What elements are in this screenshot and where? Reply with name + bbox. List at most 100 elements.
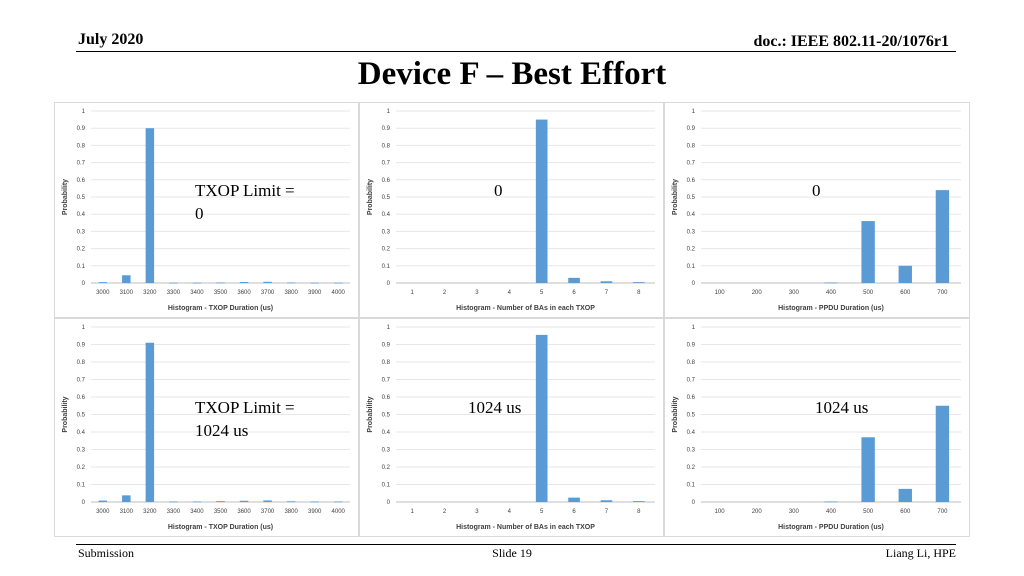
bar [98,282,108,283]
x-axis-title: Histogram - Number of BAs in each TXOP [456,305,595,312]
histogram-txop-duration-chart: 0 0.1 0.2 0.3 0.4 0.5 0.6 0.7 0.8 0.9 1 Probability… [62,325,350,531]
x-tick-label: 3800 [284,509,298,515]
y-tick-label: 0.1 [382,264,391,270]
bar [535,119,548,283]
bar [310,282,319,284]
x-tick-label: 400 [826,290,837,296]
y-tick-label: 0.5 [77,413,86,419]
y-tick-label: 0.5 [687,413,696,419]
x-tick-label: 3100 [120,509,134,515]
bar [263,281,272,283]
bar [263,500,272,502]
x-tick-label: 8 [637,509,641,515]
bar [333,282,343,284]
x-tick-label: 1 [411,290,415,296]
y-tick-label: 0.5 [77,195,86,201]
x-tick-label: 3500 [214,509,228,515]
y-tick-label: 0.2 [687,247,696,253]
y-tick-label: 0.6 [77,395,86,401]
overlay-line: 1024 us [468,398,522,417]
y-tick-label: 0.4 [382,212,391,218]
y-tick-label: 1 [82,109,86,115]
bar [632,501,645,502]
bar [310,501,319,503]
x-tick-label: 600 [900,290,911,296]
x-tick-label: 3700 [261,290,275,296]
y-tick-label: 0.4 [77,430,86,436]
chart-panel-txop-duration-limit-1024: 0 0.1 0.2 0.3 0.4 0.5 0.6 0.7 0.8 0.9 1 Probability… [54,318,359,537]
y-tick-label: 0.1 [382,483,391,489]
footer-submission: Submission [78,546,135,560]
y-axis-title: Probability [672,179,679,215]
y-tick-label: 0.6 [687,178,696,184]
footer-divider [76,544,956,545]
x-tick-label: 4000 [332,290,346,296]
y-tick-label: 0.4 [382,430,391,436]
bar [169,282,178,284]
x-axis-title: Histogram - TXOP Duration (us) [168,305,273,312]
y-tick-label: 0.6 [687,395,696,401]
bar [286,501,296,503]
x-tick-label: 300 [789,290,800,296]
y-tick-label: 1 [692,325,696,331]
x-tick-label: 3200 [143,290,157,296]
x-tick-label: 3600 [237,290,251,296]
x-tick-label: 200 [752,509,763,515]
y-tick-label: 0.6 [77,178,86,184]
x-tick-label: 3900 [308,509,322,515]
y-tick-label: 0.8 [382,143,391,149]
bar [568,277,580,283]
x-tick-label: 3000 [96,290,110,296]
x-tick-label: 3500 [214,290,228,296]
y-tick-label: 0.9 [77,343,86,349]
y-tick-label: 0.3 [77,448,86,454]
x-tick-label: 4 [508,509,512,515]
bar [935,190,950,283]
x-tick-label: 3 [475,290,479,296]
x-axis-title: Histogram - Number of BAs in each TXOP [456,524,595,531]
histogram-num-bas-chart: 0 0.1 0.2 0.3 0.4 0.5 0.6 0.7 0.8 0.9 1 Probability… [367,109,655,312]
y-tick-label: 0.2 [382,247,391,253]
y-tick-label: 0.3 [382,448,391,454]
x-tick-label: 3200 [143,509,157,515]
footer-slide-number: Slide 19 [492,546,532,560]
slide-title: Device F – Best Effort [357,56,667,92]
bar [333,501,343,503]
y-tick-label: 0.8 [687,360,696,366]
bar [169,501,178,503]
x-tick-label: 5 [540,290,544,296]
header-date: July 2020 [78,31,144,48]
overlay-label-r2c3: 1024 us [815,396,868,419]
y-tick-label: 0.3 [687,448,696,454]
x-tick-label: 500 [863,509,874,515]
x-tick-label: 3300 [167,509,181,515]
overlay-line: TXOP Limit = [195,181,295,200]
x-tick-label: 300 [789,509,800,515]
y-tick-label: 0.7 [687,378,696,384]
x-tick-label: 3 [475,509,479,515]
y-tick-label: 0.2 [382,465,391,471]
y-tick-label: 0.9 [382,126,391,132]
x-tick-label: 3700 [261,509,275,515]
bar [824,282,838,284]
y-tick-label: 0.1 [687,483,696,489]
bar [568,497,580,502]
y-tick-label: 1 [387,109,391,115]
x-tick-label: 3600 [237,509,251,515]
y-tick-label: 0.7 [382,378,391,384]
y-tick-label: 0.1 [77,483,86,489]
bar [898,488,912,502]
chart-panel-num-bas-limit-0: 0 0.1 0.2 0.3 0.4 0.5 0.6 0.7 0.8 0.9 1 Probability… [359,102,664,318]
overlay-label-r2c2: 1024 us [468,396,521,419]
chart-panel-txop-duration-limit-0: 0 0.1 0.2 0.3 0.4 0.5 0.6 0.7 0.8 0.9 1 Probability… [54,102,359,318]
header-doc-id: doc.: IEEE 802.11-20/1076r1 [753,33,949,50]
y-tick-label: 0.4 [687,212,696,218]
y-tick-label: 0 [82,281,86,287]
x-tick-label: 7 [605,509,609,515]
y-tick-label: 0.1 [687,264,696,270]
x-tick-label: 6 [572,509,576,515]
x-tick-label: 4 [508,290,512,296]
histogram-txop-duration-chart: 0 0.1 0.2 0.3 0.4 0.5 0.6 0.7 0.8 0.9 1 Probability… [62,109,350,312]
chart-panel-ppdu-duration-limit-1024: 0 0.1 0.2 0.3 0.4 0.5 0.6 0.7 0.8 0.9 1 Probability… [664,318,970,537]
x-tick-label: 3000 [96,509,110,515]
